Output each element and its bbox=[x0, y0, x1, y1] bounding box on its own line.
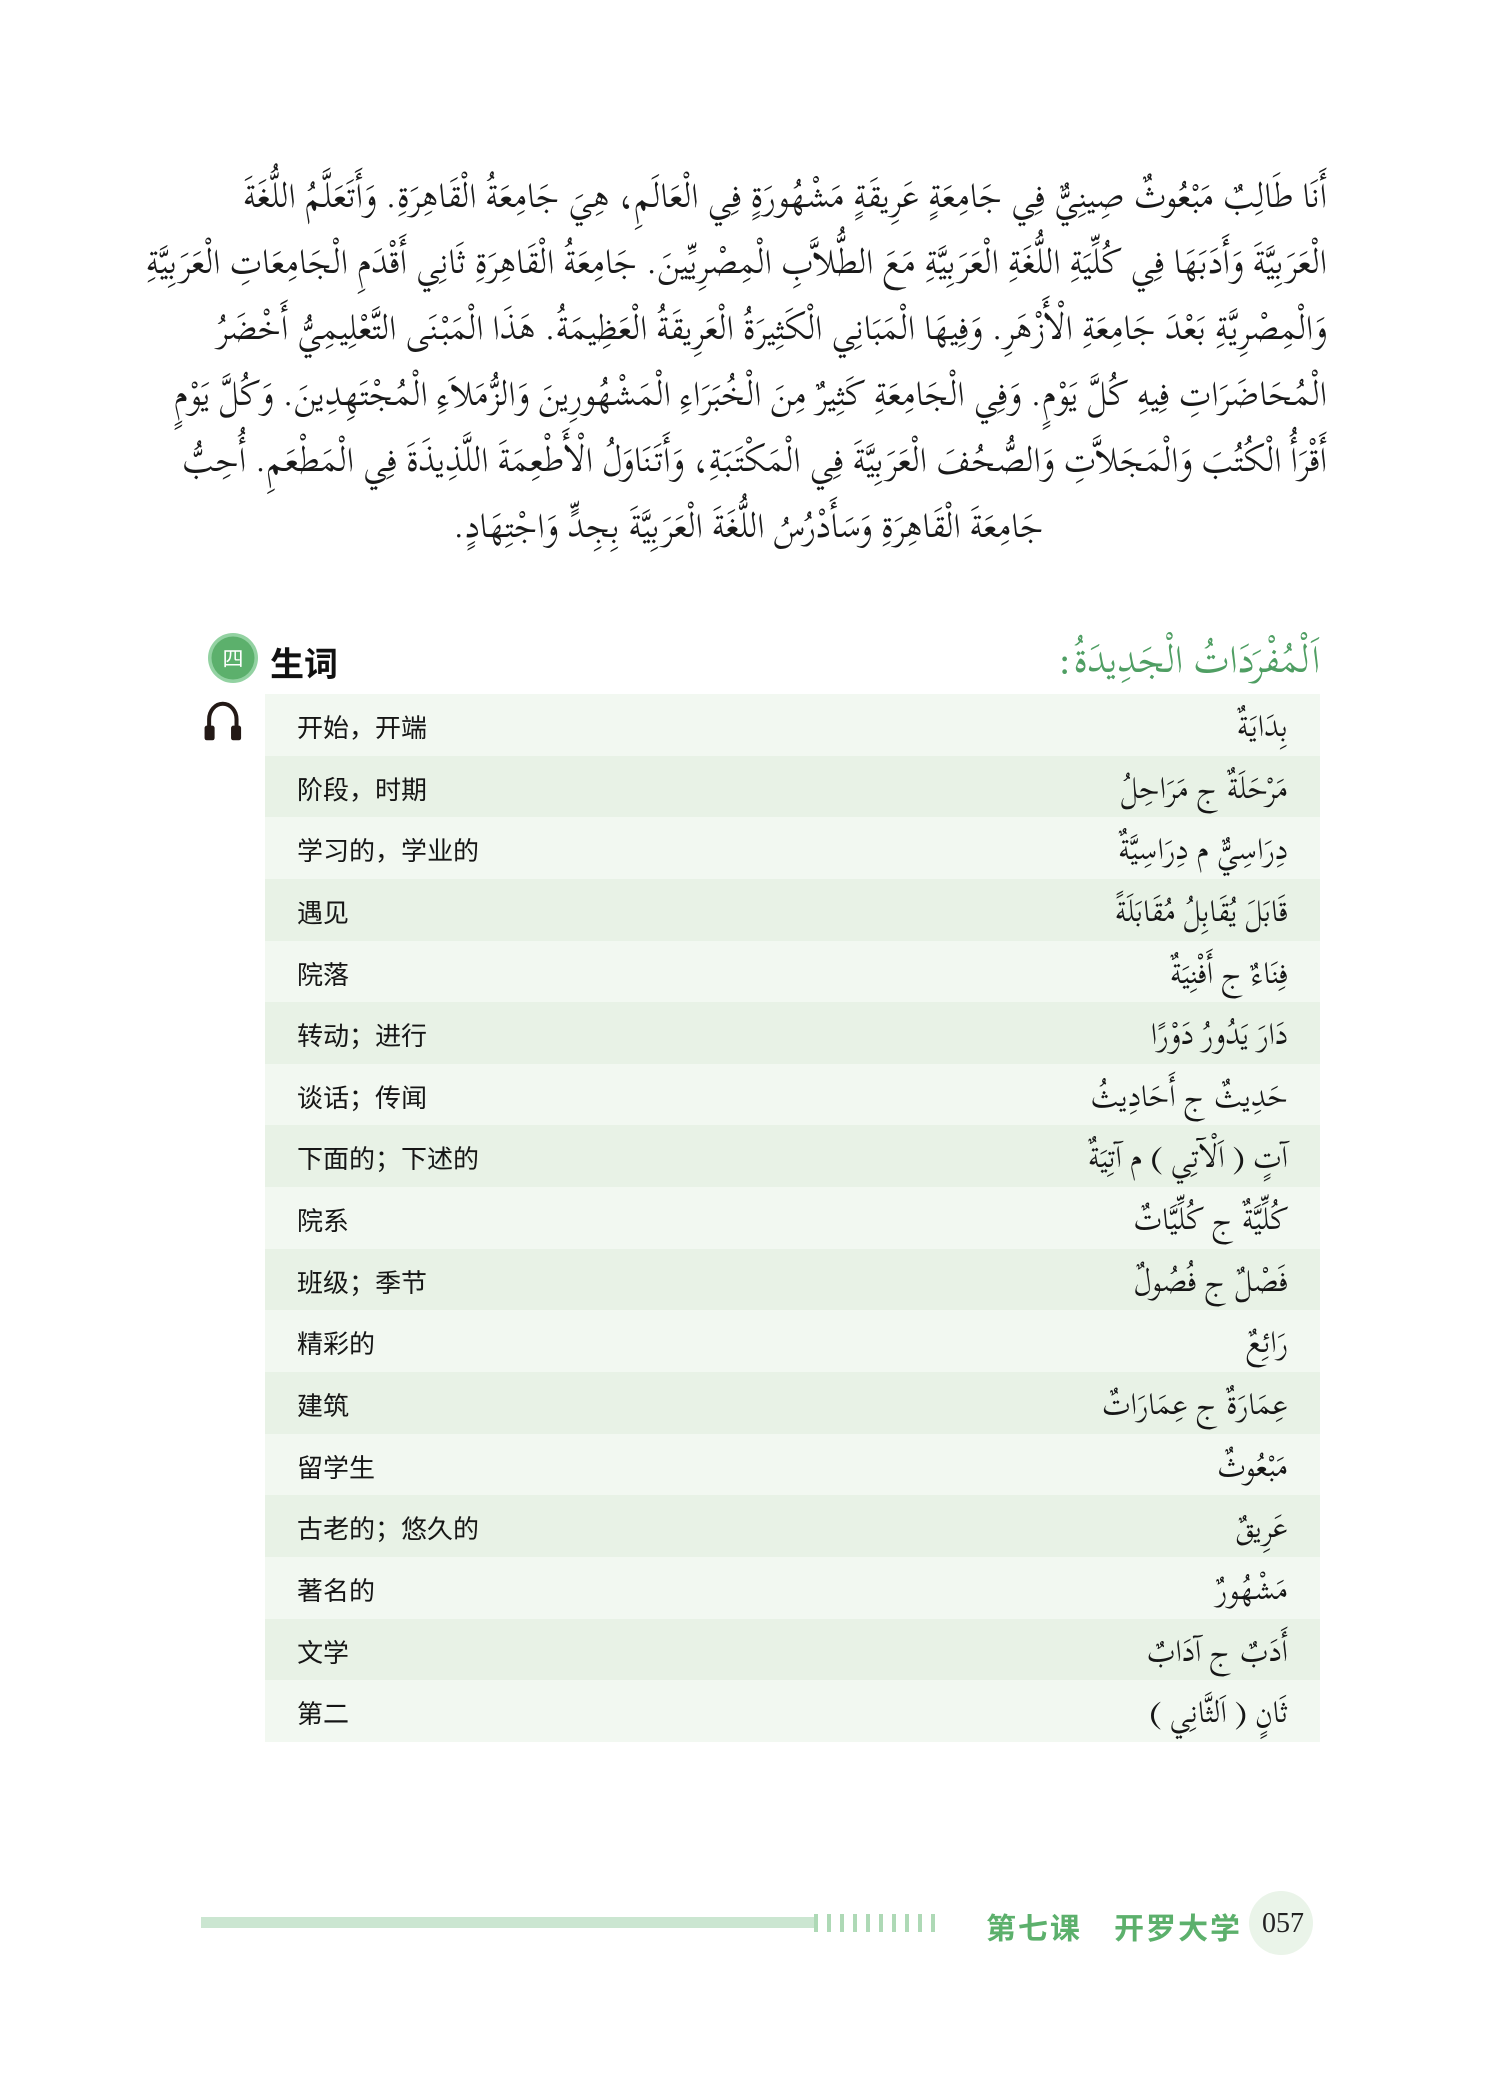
svg-text:四: 四 bbox=[223, 643, 244, 673]
